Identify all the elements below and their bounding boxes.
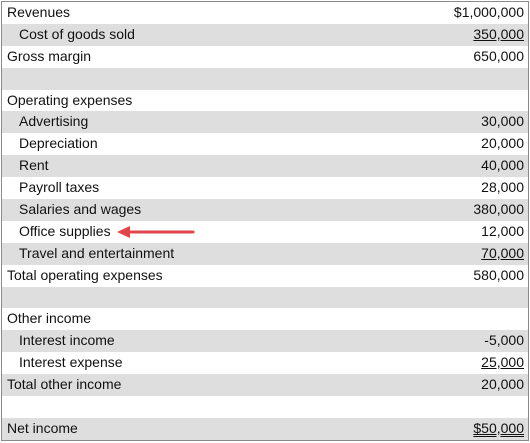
row-value: 580,000 <box>473 266 524 283</box>
statement-row-revenues: Revenues $1,000,000 <box>2 2 528 24</box>
row-label: Interest expense <box>19 354 123 371</box>
statement-row-other-income: Other income <box>2 308 528 331</box>
statement-row-net-income: Net income $50,000 <box>2 417 528 440</box>
row-value: 28,000 <box>481 179 524 196</box>
statement-row-spacer <box>2 286 528 309</box>
row-value: $50,000 <box>473 419 524 436</box>
row-label: Payroll taxes <box>19 179 100 196</box>
row-label: Cost of goods sold <box>19 25 135 42</box>
row-value: -5,000 <box>484 332 524 349</box>
statement-row-rent: Rent 40,000 <box>2 155 528 178</box>
row-label: Total operating expenses <box>7 266 163 283</box>
row-label: Gross margin <box>7 47 92 64</box>
statement-row-payroll-taxes: Payroll taxes 28,000 <box>2 177 528 200</box>
row-value: 70,000 <box>481 244 524 261</box>
row-label: Rent <box>19 157 49 174</box>
row-value: 20,000 <box>481 376 524 393</box>
statement-row-depreciation: Depreciation 20,000 <box>2 133 528 156</box>
statement-row-operating-expenses: Operating expenses <box>2 89 528 112</box>
row-label: Revenues <box>7 4 71 20</box>
row-value: 30,000 <box>481 113 524 130</box>
statement-row-advertising: Advertising 30,000 <box>2 111 528 134</box>
left-arrow-icon <box>117 225 195 238</box>
row-value: 20,000 <box>481 135 524 152</box>
statement-row-travel-and-entertainment: Travel and entertainment 70,000 <box>2 242 528 265</box>
row-label: Interest income <box>19 332 115 349</box>
row-label: Office supplies <box>19 222 111 239</box>
row-label: Net income <box>7 419 78 436</box>
row-value: 40,000 <box>481 157 524 174</box>
row-value: 25,000 <box>481 354 524 371</box>
row-value: 12,000 <box>481 222 524 239</box>
row-label: Salaries and wages <box>19 201 142 218</box>
row-label: Advertising <box>19 113 89 130</box>
row-label: Other income <box>7 310 92 327</box>
row-label: Travel and entertainment <box>19 244 175 261</box>
statement-row-total-operating-expenses: Total operating expenses 580,000 <box>2 264 528 287</box>
statement-row-interest-income: Interest income -5,000 <box>2 330 528 353</box>
statement-row-spacer <box>2 67 528 90</box>
statement-row-cost-of-goods-sold: Cost of goods sold 350,000 <box>2 23 528 46</box>
row-value: 650,000 <box>473 47 524 64</box>
row-value: $1,000,000 <box>453 4 524 20</box>
statement-row-office-supplies: Office supplies 12,000 <box>2 220 528 243</box>
row-value: 350,000 <box>473 25 524 42</box>
row-label: Operating expenses <box>7 91 133 108</box>
statement-row-spacer <box>2 396 528 418</box>
row-label: Depreciation <box>19 135 98 152</box>
statement-row-salaries-and-wages: Salaries and wages 380,000 <box>2 199 528 221</box>
row-label: Total other income <box>7 376 122 393</box>
row-value: 380,000 <box>473 201 524 218</box>
statement-row-gross-margin: Gross margin 650,000 <box>2 45 528 68</box>
statement-row-total-other-income: Total other income 20,000 <box>2 374 528 397</box>
statement-row-interest-expense: Interest expense 25,000 <box>2 352 528 375</box>
